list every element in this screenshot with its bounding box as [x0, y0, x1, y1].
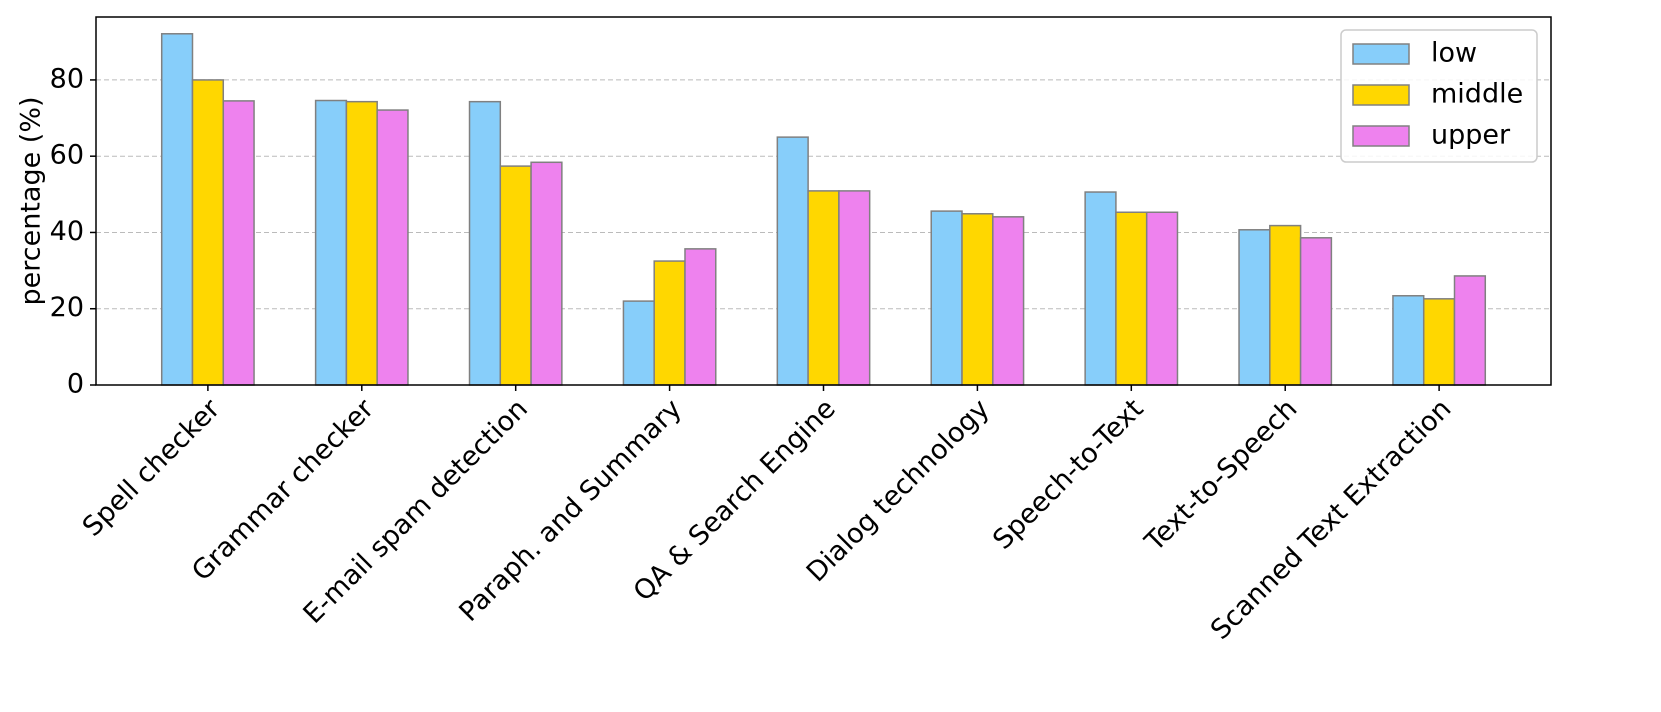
bar	[376, 109, 409, 386]
bar	[622, 300, 655, 386]
bar	[191, 79, 225, 386]
y-tick-label: 80	[50, 63, 84, 94]
x-tick-label: Spell checker	[77, 393, 227, 543]
bar	[1453, 275, 1487, 386]
bar	[1269, 224, 1302, 386]
bar	[684, 248, 717, 386]
bar	[1392, 295, 1425, 386]
legend-label: upper	[1431, 120, 1511, 151]
y-tick-label: 0	[67, 369, 84, 400]
legend-swatch	[1352, 43, 1410, 65]
y-tick-label: 40	[50, 216, 84, 247]
bar	[468, 100, 502, 386]
plot-frame	[95, 16, 1552, 386]
y-axis-label: percentage (%)	[16, 96, 47, 305]
legend-swatch	[1352, 125, 1410, 147]
bar	[961, 213, 994, 386]
bar	[1145, 211, 1179, 386]
bar	[222, 100, 255, 386]
bar	[838, 190, 871, 386]
bar	[345, 100, 378, 386]
bar	[160, 33, 194, 386]
bar	[530, 161, 563, 386]
legend-label: middle	[1431, 79, 1523, 110]
legend-swatch	[1352, 84, 1410, 106]
bar	[1115, 211, 1148, 386]
bar	[992, 216, 1025, 386]
bar	[1084, 191, 1117, 386]
bar	[930, 210, 963, 386]
bar	[314, 99, 348, 386]
legend-label: low	[1431, 38, 1477, 69]
bar	[807, 190, 840, 386]
bar	[1299, 237, 1333, 386]
bar	[653, 260, 686, 386]
bar	[776, 136, 809, 386]
x-tick-label: Speech-to-Text	[987, 393, 1149, 555]
bar	[1422, 298, 1456, 386]
bar	[499, 165, 532, 386]
y-tick-label: 60	[50, 140, 84, 171]
x-tick-label: Text-to-Speech	[1139, 393, 1304, 558]
y-tick-label: 20	[50, 292, 84, 323]
bar	[1238, 229, 1271, 386]
